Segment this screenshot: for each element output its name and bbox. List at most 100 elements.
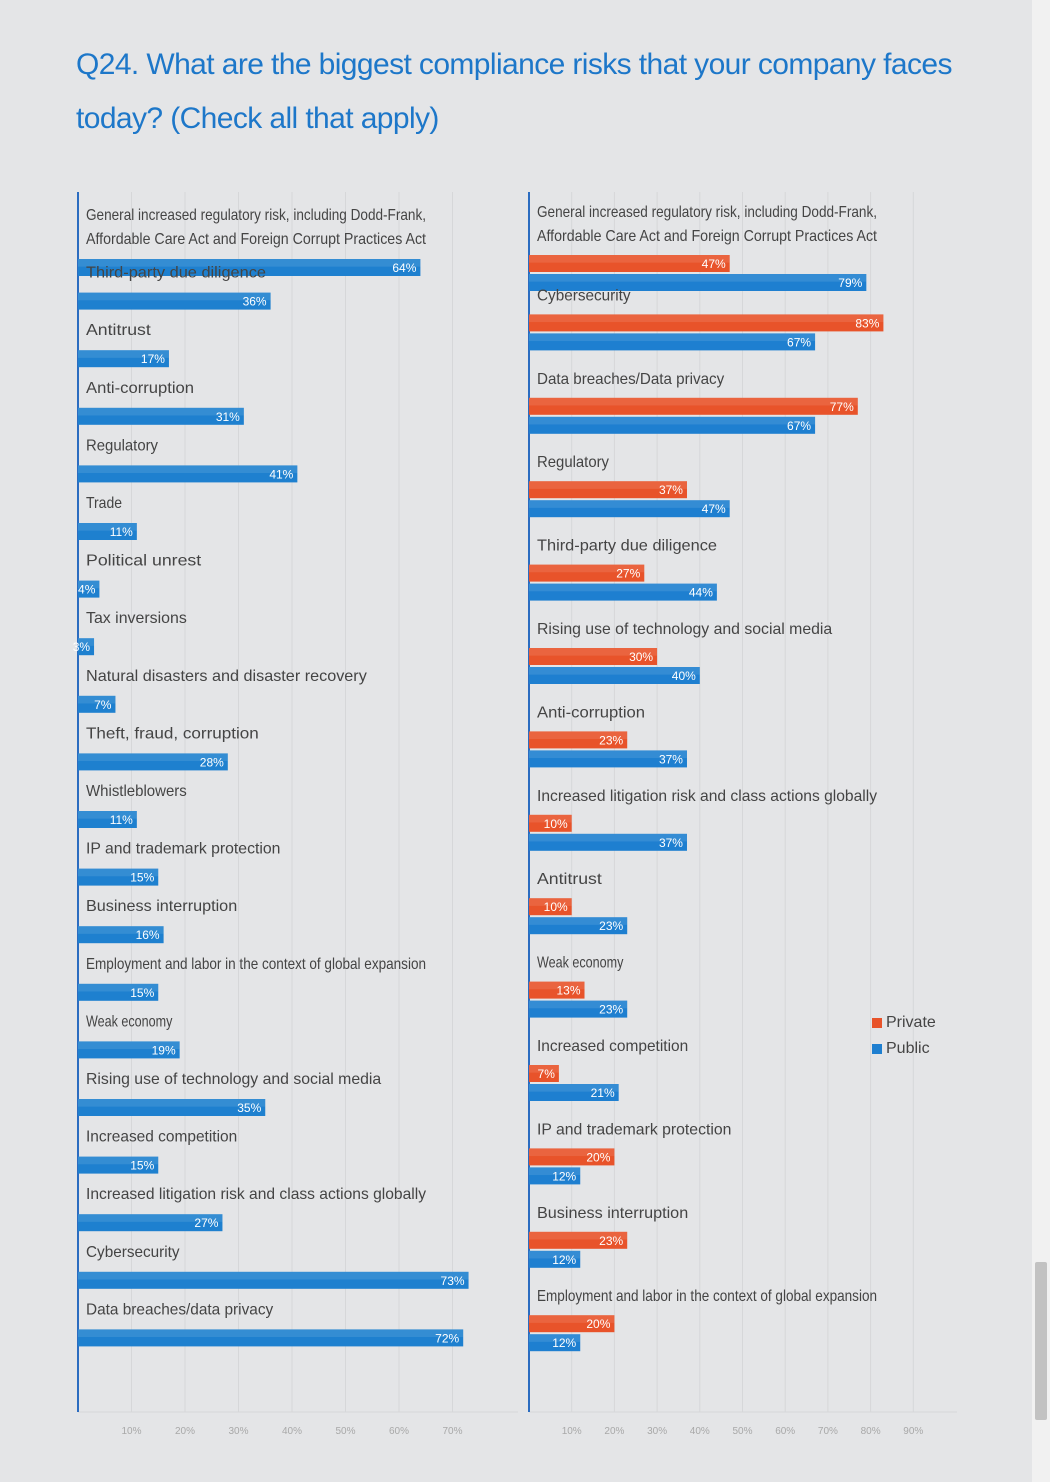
bar-value-label: 27% <box>194 1216 218 1230</box>
category-label: Data breaches/Data privacy <box>537 371 724 388</box>
bar <box>529 1167 581 1185</box>
bar-value-label: 31% <box>216 410 240 424</box>
bar-value-label: 12% <box>552 1336 576 1350</box>
x-tick-label: 30% <box>647 1426 667 1437</box>
category-label: Trade <box>86 495 122 512</box>
bar-highlight <box>78 868 159 877</box>
bar <box>529 333 816 351</box>
category-label: IP and trademark protection <box>86 841 280 858</box>
bar-value-label: 73% <box>441 1274 465 1288</box>
category-label: Rising use of technology and social medi… <box>86 1071 381 1088</box>
x-tick-label: 30% <box>228 1426 248 1437</box>
category-label: Increased competition <box>537 1038 688 1055</box>
page-title: Q24. What are the biggest compliance ris… <box>76 48 952 135</box>
category-label: General increased regulatory risk, inclu… <box>86 207 426 224</box>
legend-item-public: Public <box>872 1036 936 1062</box>
bar-value-label: 12% <box>552 1253 576 1267</box>
bar-highlight <box>529 833 687 842</box>
x-tick-label: 70% <box>818 1426 838 1437</box>
bar-highlight <box>529 500 730 508</box>
bar-highlight <box>529 416 816 425</box>
bar-highlight <box>78 580 100 589</box>
bar-value-label: 37% <box>659 836 683 850</box>
vertical-scrollbar[interactable] <box>1032 0 1050 1482</box>
category-label: Theft, fraud, corruption <box>86 725 259 742</box>
bar-value-label: 11% <box>110 813 133 827</box>
bar <box>529 481 687 499</box>
bar-highlight <box>529 1000 628 1009</box>
bar-highlight <box>78 292 271 301</box>
bar <box>529 898 572 916</box>
bar-value-label: 15% <box>130 986 154 1000</box>
bar-value-label: 15% <box>130 871 154 885</box>
bar-highlight <box>529 274 867 282</box>
bar-highlight <box>78 638 95 646</box>
x-tick-label: 60% <box>389 1426 409 1437</box>
bar-value-label: 67% <box>787 335 811 349</box>
bar <box>529 564 645 582</box>
bar-value-label: 27% <box>616 567 640 581</box>
category-label: Affordable Care Act and Foreign Corrupt … <box>86 231 426 248</box>
bar-highlight <box>78 1156 159 1165</box>
bar-highlight <box>529 814 572 823</box>
bar-highlight <box>529 750 687 759</box>
bar-highlight <box>529 1084 619 1092</box>
bar <box>78 1271 469 1289</box>
bar-value-label: 83% <box>855 316 879 330</box>
bar-value-label: 20% <box>586 1317 610 1331</box>
bar <box>529 814 572 832</box>
bar-value-label: 36% <box>243 295 267 309</box>
category-label: Employment and labor in the context of g… <box>537 1288 877 1305</box>
bar-highlight <box>529 1148 615 1157</box>
bar <box>529 314 884 332</box>
bar <box>529 500 730 518</box>
bar <box>529 274 867 291</box>
x-tick-label: 50% <box>335 1426 355 1437</box>
x-tick-label: 40% <box>282 1426 302 1437</box>
bar <box>78 1214 223 1232</box>
bar-value-label: 67% <box>787 419 811 433</box>
bar <box>529 750 687 768</box>
bar <box>78 868 159 886</box>
bar-highlight <box>78 523 137 531</box>
category-label: Business interruption <box>537 1205 688 1222</box>
bar <box>529 1334 581 1352</box>
bar <box>529 1315 615 1333</box>
bar <box>78 580 100 598</box>
bar-highlight <box>78 1271 469 1280</box>
bar-highlight <box>529 1167 581 1176</box>
bar <box>78 811 137 828</box>
x-tick-label: 60% <box>775 1426 795 1437</box>
bar <box>78 407 244 425</box>
bar-value-label: 16% <box>136 928 160 942</box>
category-label: Tax inversions <box>86 610 187 627</box>
bar <box>529 397 858 415</box>
bar-highlight <box>529 917 628 925</box>
category-label: Anti-corruption <box>86 380 194 397</box>
bar <box>78 1041 180 1059</box>
bar-highlight <box>78 1099 266 1107</box>
category-label: Regulatory <box>537 454 609 471</box>
bar-highlight <box>529 333 816 342</box>
scrollbar-thumb[interactable] <box>1035 1262 1047 1420</box>
bar-value-label: 79% <box>838 276 862 290</box>
bar-highlight <box>529 255 730 263</box>
x-tick-label: 90% <box>903 1426 923 1437</box>
x-tick-label: 70% <box>442 1426 462 1437</box>
bar-value-label: 21% <box>591 1086 615 1100</box>
bar-value-label: 37% <box>659 483 683 497</box>
bar-value-label: 23% <box>599 1234 623 1248</box>
x-tick-label: 10% <box>562 1426 582 1437</box>
bar-highlight <box>529 1065 559 1073</box>
bar <box>78 465 298 483</box>
bar <box>78 1156 159 1174</box>
bar <box>529 1084 619 1101</box>
x-tick-label: 20% <box>604 1426 624 1437</box>
category-label: Weak economy <box>537 955 623 972</box>
x-tick-label: 20% <box>175 1426 195 1437</box>
bar <box>529 917 628 935</box>
bar-value-label: 19% <box>152 1043 176 1057</box>
category-label: Increased litigation risk and class acti… <box>537 788 877 805</box>
bar-highlight <box>529 397 858 406</box>
